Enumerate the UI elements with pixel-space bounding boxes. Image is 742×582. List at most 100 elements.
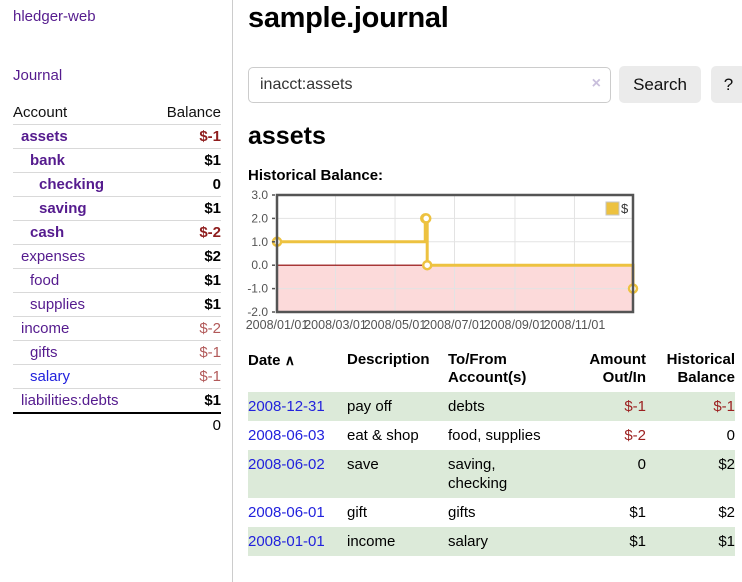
amount-column-header: Amount Out/In <box>589 351 646 386</box>
account-heading: assets <box>248 122 326 150</box>
sidebar: hledger-web Journal Account Balance asse… <box>0 0 233 582</box>
transaction-description: eat & shop <box>347 427 419 444</box>
clear-search-icon[interactable]: × <box>591 74 601 92</box>
help-button[interactable]: ? <box>711 66 742 103</box>
transaction-amount: $-1 <box>560 392 646 421</box>
account-column-header: Account <box>13 104 68 121</box>
transaction-date-link[interactable]: 2008-01-01 <box>248 533 325 550</box>
account-row-expenses: expenses $2 <box>13 245 221 269</box>
account-balance: $-2 <box>199 320 221 337</box>
transaction-description: pay off <box>347 392 448 421</box>
account-row-liabilities-debts: liabilities:debts $1 <box>13 389 221 412</box>
date-column-header[interactable]: Date ∧ <box>248 351 347 392</box>
register-row: 2008-01-01 income salary $1 $1 <box>248 527 735 556</box>
account-link-salary[interactable]: salary <box>30 368 71 385</box>
transaction-date-link[interactable]: 2008-06-02 <box>248 456 325 473</box>
brand-link[interactable]: hledger-web <box>13 8 96 25</box>
account-row-bank: bank $1 <box>13 149 221 173</box>
account-link-supplies[interactable]: supplies <box>30 296 86 313</box>
svg-text:2008/03/01: 2008/03/01 <box>304 318 367 332</box>
description-column-header: Description <box>347 351 430 368</box>
transaction-accounts: salary <box>448 527 560 556</box>
accounts-table: Account Balance assets $-1 bank $1 check… <box>13 101 221 437</box>
account-row-saving: saving $1 <box>13 197 221 221</box>
historical-balance-chart: $3.0 2.0 1.0 0.0 -1.0 -2.02008/01/012008/03/0… <box>246 188 639 332</box>
account-link-gifts[interactable]: gifts <box>30 344 58 361</box>
svg-text:1.0: 1.0 <box>251 235 268 249</box>
transaction-balance: $2 <box>718 504 735 521</box>
register-row: 2008-06-02 save saving, checking 0 $2 <box>248 450 735 498</box>
account-row-food: food $1 <box>13 269 221 293</box>
transaction-description: gift <box>347 504 368 521</box>
account-link-checking[interactable]: checking <box>39 176 105 193</box>
search-button[interactable]: Search <box>619 66 701 103</box>
chart-title: Historical Balance: <box>248 167 384 184</box>
account-link-income[interactable]: income <box>21 320 70 337</box>
register-header-row: Date ∧ Description To/From Account(s) Am… <box>248 351 735 392</box>
account-row-salary: salary $-1 <box>13 365 221 389</box>
account-row-cash: cash $-2 <box>13 221 221 245</box>
svg-text:2008/11/01: 2008/11/01 <box>544 318 606 332</box>
transaction-date-link[interactable]: 2008-12-31 <box>248 398 325 415</box>
account-link-food[interactable]: food <box>30 272 60 289</box>
account-balance: $1 <box>204 272 221 289</box>
account-link-liabilities-debts[interactable]: liabilities:debts <box>21 392 119 409</box>
account-row-checking: checking 0 <box>13 173 221 197</box>
account-balance: $1 <box>204 296 221 313</box>
svg-text:2008/09/01: 2008/09/01 <box>484 318 547 332</box>
account-balance: $1 <box>204 200 221 217</box>
account-link-bank[interactable]: bank <box>30 152 66 169</box>
svg-text:-2.0: -2.0 <box>247 305 268 319</box>
transaction-amount: 0 <box>560 450 646 498</box>
main-content: sample.journal × Search ? assets Histori… <box>233 0 742 582</box>
account-balance: $-1 <box>199 368 221 385</box>
app-brand: hledger-web <box>13 8 221 25</box>
svg-text:0.0: 0.0 <box>251 258 268 272</box>
svg-text:2.0: 2.0 <box>251 211 268 225</box>
search-form: × Search ? <box>248 66 742 103</box>
svg-text:2008/05/01: 2008/05/01 <box>364 318 427 332</box>
transaction-amount: $-2 <box>624 427 646 444</box>
search-input[interactable] <box>248 66 611 103</box>
nav-journal-link[interactable]: Journal <box>13 67 63 84</box>
transaction-balance: $1 <box>646 527 735 556</box>
account-link-saving[interactable]: saving <box>39 200 87 217</box>
account-row-supplies: supplies $1 <box>13 293 221 317</box>
account-balance: $-2 <box>199 224 221 241</box>
transaction-amount: $1 <box>629 504 646 521</box>
sort-ascending-icon: ∧ <box>284 352 295 368</box>
transaction-amount: $1 <box>560 527 646 556</box>
account-balance: $1 <box>204 152 221 169</box>
transaction-balance: 0 <box>726 427 735 444</box>
transaction-date-link[interactable]: 2008-06-01 <box>248 504 325 521</box>
transaction-accounts: food, supplies <box>448 427 541 444</box>
transaction-accounts: saving, checking <box>448 450 560 498</box>
svg-text:2008/01/01: 2008/01/01 <box>246 318 309 332</box>
svg-text:-1.0: -1.0 <box>247 282 268 296</box>
accounts-table-header: Account Balance <box>13 101 221 125</box>
transaction-accounts: gifts <box>448 504 476 521</box>
transaction-description: save <box>347 450 448 498</box>
account-link-cash[interactable]: cash <box>30 224 65 241</box>
svg-text:$: $ <box>621 201 629 216</box>
transaction-accounts: debts <box>448 392 560 421</box>
account-balance: $1 <box>204 392 221 409</box>
balance-column-header: Historical Balance <box>666 351 735 386</box>
register-row: 2008-12-31 pay off debts $-1 $-1 <box>248 392 735 421</box>
accounts-column-header: To/From Account(s) <box>448 351 527 386</box>
svg-text:2008/07/01: 2008/07/01 <box>423 318 486 332</box>
transaction-balance: $2 <box>646 450 735 498</box>
transaction-description: income <box>347 527 448 556</box>
account-row-gifts: gifts $-1 <box>13 341 221 365</box>
account-link-expenses[interactable]: expenses <box>21 248 86 265</box>
account-link-assets[interactable]: assets <box>21 128 68 145</box>
date-header-label: Date <box>248 352 281 369</box>
account-row-income: income $-2 <box>13 317 221 341</box>
accounts-total-row: 0 <box>13 412 221 437</box>
svg-text:3.0: 3.0 <box>251 188 268 202</box>
page-title: sample.journal <box>248 2 449 34</box>
account-balance: $-1 <box>199 344 221 361</box>
register-row: 2008-06-01 gift gifts $1 $2 <box>248 498 735 527</box>
transaction-date-link[interactable]: 2008-06-03 <box>248 427 325 444</box>
register-row: 2008-06-03 eat & shop food, supplies $-2… <box>248 421 735 450</box>
